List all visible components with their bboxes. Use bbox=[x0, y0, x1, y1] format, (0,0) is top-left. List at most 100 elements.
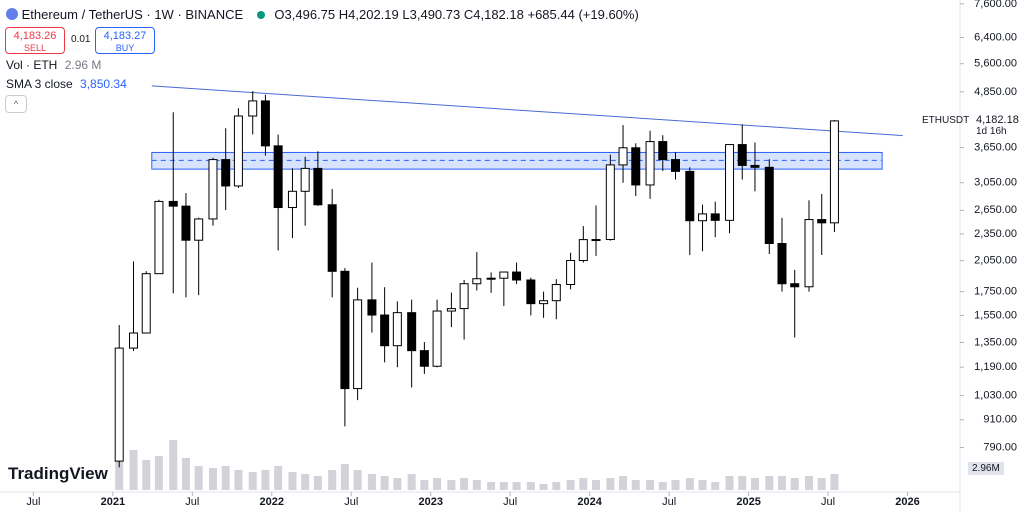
candle-body bbox=[817, 219, 827, 224]
candle-body bbox=[392, 312, 402, 347]
volume-bar bbox=[539, 484, 548, 490]
logo: TradingView bbox=[8, 464, 108, 483]
volume-bar bbox=[711, 482, 720, 490]
volume-bar bbox=[619, 476, 628, 490]
y-tick-label: 790.00 bbox=[983, 441, 1017, 453]
volume-bar bbox=[566, 480, 575, 490]
volume-bar bbox=[790, 478, 799, 490]
candle-body bbox=[499, 271, 509, 279]
candle-body bbox=[273, 145, 283, 209]
chart-title[interactable]: Ethereum / TetherUS · 1W · BINANCE bbox=[21, 7, 244, 22]
sma-legend: SMA 3 close 3,850.34 bbox=[6, 77, 127, 91]
candle-body bbox=[154, 200, 164, 275]
volume-bar bbox=[380, 476, 389, 490]
x-tick-label: 2026 bbox=[895, 496, 919, 508]
volume-bar bbox=[129, 450, 138, 490]
candle-body bbox=[248, 100, 258, 117]
volume-bar bbox=[738, 476, 747, 490]
sell-label: SELL bbox=[23, 43, 47, 53]
volume-bar bbox=[274, 466, 283, 490]
volume-value: 2.96 M bbox=[64, 58, 102, 72]
volume-bar bbox=[817, 478, 826, 490]
x-tick-label: Jul bbox=[26, 496, 40, 508]
volume-bar bbox=[460, 478, 469, 490]
volume-bar bbox=[248, 472, 257, 490]
candle-body bbox=[129, 332, 139, 349]
x-tick-label: Jul bbox=[344, 496, 358, 508]
volume-bar bbox=[115, 446, 124, 490]
status-dot bbox=[256, 11, 265, 19]
volume-bar bbox=[169, 440, 178, 490]
volume-bar bbox=[313, 476, 322, 490]
volume-bar bbox=[725, 476, 734, 490]
ohlc-open: O3,496.75 bbox=[274, 7, 336, 22]
candle-body bbox=[208, 159, 218, 220]
candle-body bbox=[287, 190, 297, 209]
sell-button[interactable]: 4,183.26 SELL bbox=[5, 27, 65, 54]
candle-body bbox=[446, 308, 456, 312]
candle-body bbox=[566, 260, 576, 285]
volume-bar bbox=[830, 474, 839, 490]
volume-bar bbox=[750, 478, 759, 490]
candle-body bbox=[340, 270, 350, 390]
candle-body bbox=[777, 243, 787, 285]
volume-bar bbox=[698, 480, 707, 490]
candle-body bbox=[685, 170, 695, 222]
volume-bar bbox=[433, 478, 442, 490]
volume-bar bbox=[487, 482, 496, 490]
symbol-tag: ETHUSDT bbox=[922, 115, 970, 126]
candle-body bbox=[710, 213, 720, 221]
x-tick-label: Jul bbox=[503, 496, 517, 508]
volume-bar bbox=[261, 470, 270, 490]
candle-body bbox=[750, 164, 760, 168]
y-tick-label: 1,030.00 bbox=[974, 389, 1017, 401]
x-tick-label: 2023 bbox=[418, 496, 442, 508]
y-tick-label: 1,190.00 bbox=[974, 361, 1017, 373]
volume-bar bbox=[353, 470, 362, 490]
volume-bar bbox=[685, 478, 694, 490]
sma-name: SMA 3 close bbox=[6, 77, 73, 91]
volume-tag: 2.96M bbox=[968, 462, 1004, 475]
volume-bar bbox=[221, 466, 230, 490]
volume-bar bbox=[552, 482, 561, 490]
candle-body bbox=[658, 141, 668, 161]
candle-body bbox=[486, 277, 496, 280]
symbol-icon bbox=[6, 8, 18, 20]
candle-body bbox=[829, 120, 839, 224]
candle-body bbox=[472, 278, 482, 285]
candle-body bbox=[605, 164, 615, 241]
candle-body bbox=[539, 300, 549, 305]
collapse-button[interactable]: ^ bbox=[5, 95, 27, 113]
candle-body bbox=[670, 159, 680, 172]
y-tick-label: 4,850.00 bbox=[974, 86, 1017, 98]
x-tick-label: 2021 bbox=[101, 496, 125, 508]
volume-bar bbox=[234, 470, 243, 490]
y-tick-label: 1,350.00 bbox=[974, 336, 1017, 348]
candle-body bbox=[407, 312, 417, 352]
buy-button[interactable]: 4,183.27 BUY bbox=[95, 27, 155, 54]
volume-bar bbox=[420, 480, 429, 490]
candle-body bbox=[578, 239, 588, 262]
volume-bar bbox=[194, 466, 203, 490]
volume-bar bbox=[671, 480, 680, 490]
candle-body bbox=[181, 205, 191, 241]
buy-price: 4,183.27 bbox=[103, 30, 147, 42]
candle-body bbox=[194, 218, 204, 241]
spread: 0.01 bbox=[71, 34, 91, 45]
candle-body bbox=[698, 213, 708, 222]
volume-bar bbox=[208, 468, 217, 490]
volume-bar bbox=[606, 478, 615, 490]
volume-bar bbox=[658, 482, 667, 490]
volume-bar bbox=[301, 474, 310, 490]
candle-body bbox=[313, 167, 323, 206]
candle-body bbox=[353, 299, 363, 390]
y-tick-label: 910.00 bbox=[983, 414, 1017, 426]
y-tick-label: 6,400.00 bbox=[974, 31, 1017, 43]
x-tick-label: 2025 bbox=[736, 496, 760, 508]
volume-bar bbox=[499, 482, 508, 490]
x-tick-label: Jul bbox=[662, 496, 676, 508]
x-tick-label: 2022 bbox=[260, 496, 284, 508]
y-tick-label: 5,600.00 bbox=[974, 58, 1017, 70]
